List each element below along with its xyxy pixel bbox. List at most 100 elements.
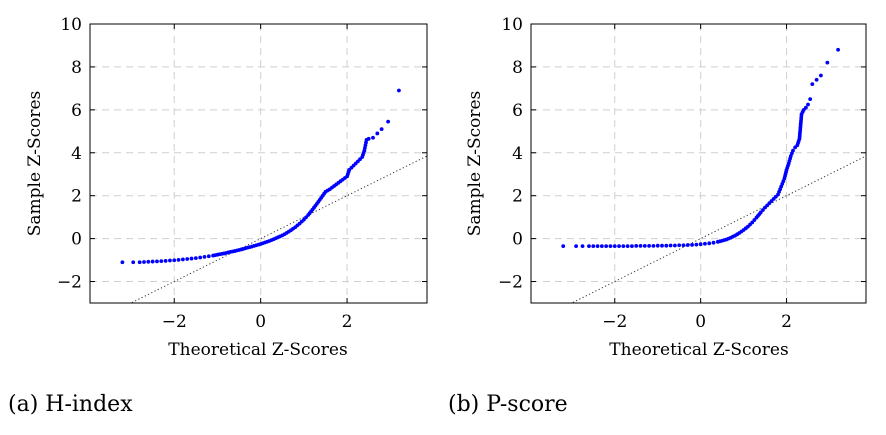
x-tick-label: −2: [162, 312, 187, 332]
x-axis-title: Theoretical Z-Scores: [609, 340, 788, 360]
data-point: [375, 131, 380, 136]
subfigure-caption: (a) H-index: [8, 392, 133, 417]
y-tick-label: 8: [71, 58, 82, 78]
data-point: [803, 105, 808, 110]
data-point: [150, 259, 155, 264]
data-point: [634, 244, 639, 248]
data-point: [168, 258, 172, 263]
data-point: [591, 244, 596, 249]
y-tick-label: 2: [512, 187, 523, 207]
data-point: [690, 242, 694, 247]
data-point: [397, 88, 401, 93]
data-point: [146, 259, 151, 264]
axes-frame: [89, 23, 428, 304]
data-point: [625, 244, 630, 249]
data-point: [561, 244, 566, 249]
data-point: [711, 240, 716, 245]
data-point: [819, 73, 823, 78]
data-point: [202, 254, 207, 259]
data-point: [386, 119, 391, 124]
data-point: [193, 256, 198, 261]
data-point: [172, 258, 177, 263]
data-point: [707, 241, 712, 246]
data-point: [137, 260, 142, 265]
y-axis-title: Sample Z-Scores: [25, 91, 45, 237]
data-point: [120, 260, 125, 265]
data-point: [810, 82, 815, 86]
axes-frame: [530, 23, 867, 304]
chart-panel-1: −2 0 2 −2 0 2 4 6 8 10 Theoretical Z-Scores Sample …: [8, 15, 428, 417]
data-point: [761, 208, 765, 212]
data-point: [608, 244, 613, 249]
x-axis-title: Theoretical Z-Scores: [168, 340, 347, 360]
data-point: [580, 244, 585, 249]
data-point: [681, 243, 686, 248]
y-tick-label: 4: [512, 144, 523, 164]
data-point: [176, 257, 181, 262]
y-tick-label: −2: [57, 273, 82, 293]
y-tick-label: 8: [512, 58, 523, 78]
data-point: [750, 220, 755, 225]
data-point: [630, 244, 634, 249]
data-points: [120, 88, 401, 265]
data-point: [664, 243, 669, 248]
data-points: [561, 47, 840, 249]
x-tick-label: −2: [602, 312, 627, 332]
chart-panel-2: −2 0 2 −2 0 2 4 6 8 10 Theoretical Z-Scores Sample …: [448, 15, 867, 417]
subfigure-caption: (b) P-score: [448, 392, 568, 417]
x-tick-label: 0: [255, 312, 266, 332]
y-tick-label: 0: [71, 230, 82, 250]
y-tick-label: 0: [512, 230, 523, 250]
grid: [531, 24, 866, 303]
data-point: [791, 148, 795, 153]
data-point: [599, 244, 604, 249]
data-point: [694, 242, 699, 247]
data-point: [587, 244, 591, 249]
data-point: [189, 256, 194, 261]
y-tick-label: 4: [71, 144, 82, 164]
data-point: [647, 244, 652, 248]
data-point: [806, 102, 810, 107]
data-point: [808, 97, 813, 102]
data-point: [621, 244, 626, 249]
data-point: [752, 218, 757, 222]
data-point: [574, 244, 578, 249]
data-point: [131, 260, 136, 265]
x-tick-label: 0: [695, 312, 706, 332]
data-point: [703, 241, 707, 246]
data-point: [142, 260, 146, 264]
data-point: [660, 243, 664, 248]
data-point: [379, 127, 384, 132]
grid: [90, 24, 427, 303]
data-point: [617, 244, 621, 249]
data-point: [180, 257, 185, 262]
x-tick-label: 2: [781, 312, 792, 332]
y-tick-label: 2: [71, 187, 82, 207]
data-point: [655, 243, 660, 248]
x-tick-label: 2: [342, 312, 353, 332]
data-point: [677, 243, 682, 248]
data-point: [612, 244, 617, 249]
data-point: [366, 136, 371, 141]
data-point: [668, 243, 673, 248]
data-point: [595, 244, 600, 249]
data-point: [836, 47, 840, 52]
data-point: [604, 244, 609, 249]
data-point: [651, 244, 656, 248]
data-point: [672, 243, 677, 248]
data-point: [814, 77, 819, 82]
reference-line: [570, 155, 866, 303]
data-point: [159, 259, 164, 264]
data-point: [206, 254, 211, 259]
y-tick-label: −2: [498, 273, 523, 293]
data-point: [155, 259, 159, 264]
data-point: [825, 60, 830, 65]
data-point: [198, 255, 203, 260]
y-tick-label: 10: [60, 15, 82, 35]
data-point: [185, 257, 190, 261]
data-point: [758, 210, 763, 215]
data-point: [638, 244, 643, 248]
data-point: [685, 243, 690, 247]
y-axis-title: Sample Z-Scores: [465, 91, 485, 237]
